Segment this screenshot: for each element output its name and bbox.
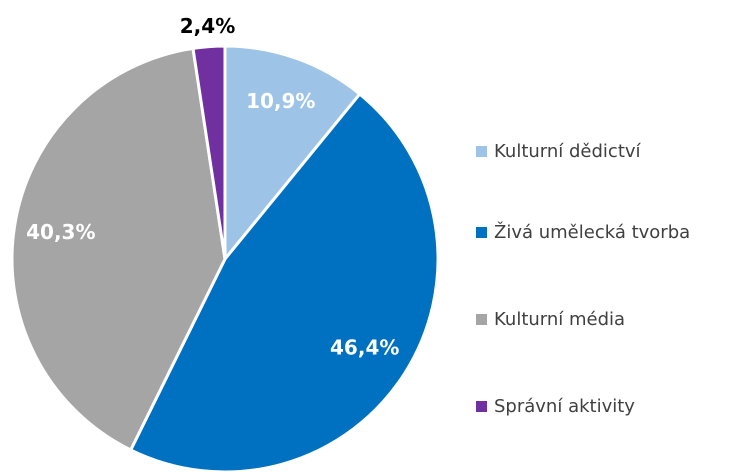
pie-slice — [223, 44, 362, 264]
legend-label: Kulturní dědictví — [494, 141, 642, 162]
pie-slice — [10, 46, 227, 452]
pie-slice — [191, 44, 227, 260]
legend-label: Živá umělecká tvorba — [494, 221, 690, 243]
data-label: 46,4% — [330, 335, 399, 359]
legend-label: Správní aktivity — [494, 396, 635, 417]
data-label: 10,9% — [246, 89, 315, 113]
legend-swatch — [476, 314, 487, 325]
data-label: 2,4% — [180, 14, 235, 38]
legend-swatch — [476, 401, 487, 412]
legend-swatch — [476, 227, 487, 238]
legend-swatch — [476, 146, 487, 157]
data-label: 40,3% — [26, 220, 95, 244]
legend-label: Kulturní média — [494, 309, 625, 330]
